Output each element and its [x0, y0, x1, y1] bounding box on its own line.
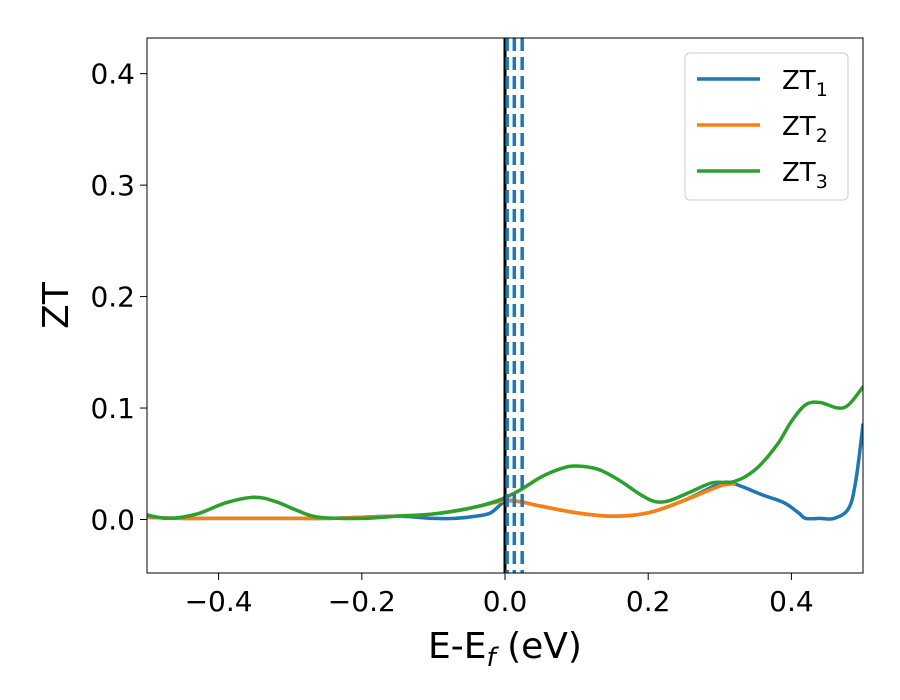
y-axis: 0.0 0.1 0.2 0.3 0.4 — [90, 58, 147, 537]
y-tick-label: 0.4 — [90, 58, 135, 91]
legend-box — [684, 52, 849, 201]
x-axis-label-main: E-E — [428, 626, 486, 667]
y-tick-label: 0.3 — [90, 169, 135, 202]
legend-label-zt3: ZT3 — [782, 158, 828, 193]
legend: ZT1 ZT2 ZT3 — [684, 52, 849, 201]
y-tick-label: 0.2 — [90, 281, 135, 314]
y-tick-label: 0.1 — [90, 392, 135, 425]
x-axis-label-unit: (eV) — [496, 626, 582, 667]
x-tick-label: −0.4 — [185, 585, 253, 618]
legend-label-zt1: ZT1 — [782, 66, 828, 101]
legend-label-zt2: ZT2 — [782, 112, 828, 147]
x-axis: −0.4 −0.2 0.0 0.2 0.4 — [185, 573, 814, 618]
y-axis-label: ZT — [36, 281, 77, 329]
y-tick-label: 0.0 — [90, 504, 135, 537]
x-tick-label: −0.2 — [328, 585, 396, 618]
x-tick-label: 0.0 — [483, 585, 528, 618]
x-tick-label: 0.4 — [769, 585, 814, 618]
x-tick-label: 0.2 — [626, 585, 671, 618]
x-axis-label: E-Ef (eV) — [428, 626, 582, 673]
series-line-zt3 — [147, 385, 863, 521]
plot-area — [147, 38, 863, 573]
